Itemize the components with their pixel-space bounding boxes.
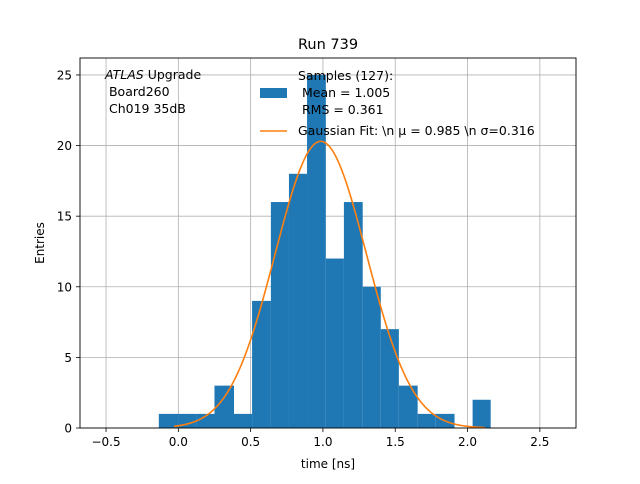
x-tick-label: −0.5 (91, 435, 120, 449)
histogram-bars (158, 74, 491, 428)
legend-samples-line-3: RMS = 0.361 (298, 102, 384, 117)
histogram-bar (398, 385, 418, 428)
y-tick-label: 25 (57, 68, 72, 82)
legend-samples-line-2: Mean = 1.005 (298, 85, 390, 100)
y-tick-label: 0 (64, 422, 72, 436)
gaussian-fit-curve (173, 140, 485, 429)
annotation-line-3: Ch019 35dB (105, 101, 186, 116)
histogram-bar (343, 202, 363, 428)
annotation-line-2: Board260 (105, 84, 170, 99)
atlas-annotation: ATLAS Upgrade Board260 Ch019 35dB (104, 67, 201, 116)
x-tick-label: 1.5 (386, 435, 405, 449)
x-tick-label: 0.0 (169, 435, 188, 449)
legend-samples-line-1: Samples (127): (298, 68, 393, 83)
legend: Samples (127): Mean = 1.005 RMS = 0.361 … (260, 68, 535, 138)
y-tick-label: 20 (57, 139, 72, 153)
y-tick-label: 15 (57, 210, 72, 224)
histogram-bar (325, 258, 344, 428)
y-tick-label: 5 (64, 351, 72, 365)
x-axis-ticks: −0.5 0.0 0.5 1.0 1.5 2.0 2.5 (91, 428, 549, 449)
x-axis-label: time [ns] (301, 457, 355, 471)
legend-fit-label: Gaussian Fit: \n μ = 0.985 \n σ=0.316 (298, 123, 535, 138)
histogram-bar (307, 74, 326, 428)
y-axis-label: Entries (33, 222, 47, 264)
histogram-bar (417, 413, 436, 428)
legend-swatch-samples (260, 88, 287, 98)
x-tick-label: 0.5 (241, 435, 260, 449)
histogram-bar (252, 300, 271, 428)
histogram-bar (234, 413, 253, 428)
histogram-bar (362, 286, 381, 428)
histogram-bar (196, 413, 215, 428)
histogram-bar (380, 329, 399, 428)
histogram-bar (214, 385, 235, 428)
chart-title: Run 739 (298, 37, 358, 53)
x-tick-label: 1.0 (313, 435, 332, 449)
x-tick-label: 2.0 (458, 435, 477, 449)
histogram-bar (158, 413, 179, 428)
y-axis-ticks: 0 5 10 15 20 25 (57, 68, 80, 436)
gaussian-fit (173, 140, 485, 429)
histogram-bar (472, 399, 491, 428)
histogram-bar (270, 202, 289, 428)
annotation-line-1: ATLAS Upgrade (104, 67, 201, 82)
x-tick-label: 2.5 (530, 435, 549, 449)
histogram-bar (288, 173, 308, 428)
y-tick-label: 10 (57, 280, 72, 294)
plot-frame (79, 57, 577, 429)
